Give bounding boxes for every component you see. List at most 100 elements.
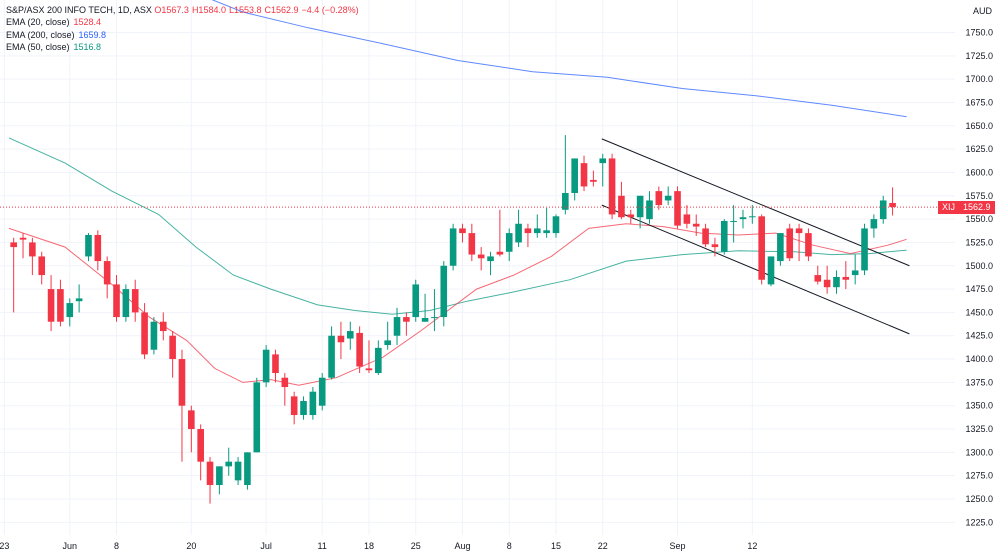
- price-tick-label: 1425.0: [965, 331, 993, 341]
- time-tick-label: Jun: [63, 541, 78, 551]
- candle-body: [234, 461, 242, 481]
- candle-up: [309, 387, 317, 420]
- candle-down: [272, 349, 279, 383]
- candle-up: [533, 214, 541, 238]
- candle-up: [449, 223, 457, 271]
- candle-down: [590, 170, 597, 187]
- candle-up: [225, 447, 233, 476]
- candle-up: [515, 209, 522, 248]
- candle-down: [889, 187, 896, 216]
- candle-body: [66, 303, 74, 318]
- candle-body: [664, 195, 672, 201]
- candle-up: [552, 214, 560, 238]
- symbol-row[interactable]: S&P/ASX 200 INFO TECH, 1D, ASX O1567.3 H1…: [6, 4, 362, 16]
- candle-down: [131, 279, 139, 322]
- ema20-row[interactable]: EMA (20, close) 1528.4: [6, 16, 362, 28]
- candle-down: [496, 209, 504, 257]
- candle-body: [216, 466, 223, 486]
- price-tick-label: 1225.0: [965, 517, 993, 527]
- candle-body: [159, 321, 167, 332]
- legend: S&P/ASX 200 INFO TECH, 1D, ASX O1567.3 H1…: [6, 4, 362, 53]
- candle-body: [38, 256, 46, 276]
- candle-body: [431, 317, 438, 319]
- candle-down: [655, 186, 663, 210]
- time-tick-label: 12: [747, 541, 757, 551]
- candle-body: [533, 228, 541, 234]
- time-tick-label: 20: [186, 541, 196, 551]
- time-tick-label: 15: [551, 541, 561, 551]
- ema50-label: EMA (50, close): [6, 41, 70, 52]
- candle-down: [47, 275, 55, 332]
- candle-body: [375, 347, 382, 374]
- candle-body: [253, 382, 261, 453]
- candle-up: [412, 279, 420, 322]
- candle-body: [889, 202, 896, 208]
- high-value: H1584.0: [191, 5, 226, 15]
- candle-body: [674, 191, 681, 226]
- candle-body: [739, 217, 747, 220]
- candle-down: [842, 261, 850, 290]
- candle-up: [599, 153, 607, 187]
- candle-body: [309, 391, 317, 416]
- candle-body: [356, 332, 363, 367]
- candle-down: [580, 155, 588, 192]
- candle-body: [711, 244, 719, 248]
- price-tick-label: 1650.0: [965, 121, 993, 131]
- candle-body: [805, 233, 812, 257]
- candle-up: [66, 298, 74, 327]
- candle-down: [795, 223, 803, 262]
- ema200-label: EMA (200, close): [6, 29, 75, 40]
- time-axis[interactable]: 23 Jun 8 20 Jul 11 18 25 Aug 8 15 22 Sep 12: [0, 541, 757, 551]
- candle-body: [440, 265, 448, 318]
- candle-down: [459, 223, 466, 243]
- time-tick-label: 25: [411, 541, 421, 551]
- candle-down: [290, 391, 298, 425]
- candle-body: [131, 289, 139, 313]
- candle-body: [487, 256, 494, 262]
- candle-body: [206, 461, 214, 486]
- candle-body: [412, 284, 420, 318]
- candle-body: [75, 298, 83, 302]
- candle-up: [833, 270, 840, 294]
- ema200-row[interactable]: EMA (200, close) 1659.8: [6, 29, 362, 41]
- ema50-row[interactable]: EMA (50, close) 1516.8: [6, 41, 362, 53]
- candle-down: [169, 331, 176, 378]
- candle-body: [730, 220, 737, 222]
- price-tick-label: 1750.0: [965, 28, 993, 38]
- candle-down: [702, 223, 709, 248]
- candle-body: [29, 242, 36, 257]
- candle-body: [851, 270, 859, 276]
- candle-body: [505, 233, 513, 252]
- candle-body: [861, 228, 868, 271]
- trend-channel[interactable]: [601, 138, 910, 335]
- price-tick-label: 1300.0: [965, 447, 993, 457]
- candle-up: [777, 233, 784, 266]
- candle-body: [599, 158, 607, 164]
- candle-body: [384, 340, 391, 346]
- candle-body: [468, 233, 476, 255]
- candle-up: [749, 205, 756, 224]
- price-axis[interactable]: 1750.0 1725.0 1700.0 1675.0 1650.0 1625.0 1600…: [965, 28, 993, 528]
- candle-down: [178, 349, 186, 462]
- candle-up: [571, 158, 578, 201]
- price-tick-label: 1675.0: [965, 97, 993, 107]
- candle-down: [103, 256, 111, 299]
- symbol-title: S&P/ASX 200 INFO TECH, 1D, ASX: [6, 5, 152, 15]
- candle-down: [365, 340, 373, 374]
- candle-down: [281, 373, 289, 406]
- currency-label: AUD: [972, 6, 992, 16]
- candle-up: [318, 373, 326, 411]
- candle-down: [113, 275, 120, 322]
- candle-down: [468, 223, 476, 262]
- candle-down: [618, 181, 625, 220]
- candle-body: [627, 214, 635, 218]
- candle-body: [655, 191, 663, 206]
- candle-body: [346, 331, 354, 339]
- candle-body: [608, 158, 616, 215]
- candle-down: [19, 233, 27, 259]
- candle-down: [805, 228, 812, 262]
- time-tick-label: 8: [114, 541, 119, 551]
- candle-body: [449, 228, 457, 266]
- candle-up: [431, 289, 438, 332]
